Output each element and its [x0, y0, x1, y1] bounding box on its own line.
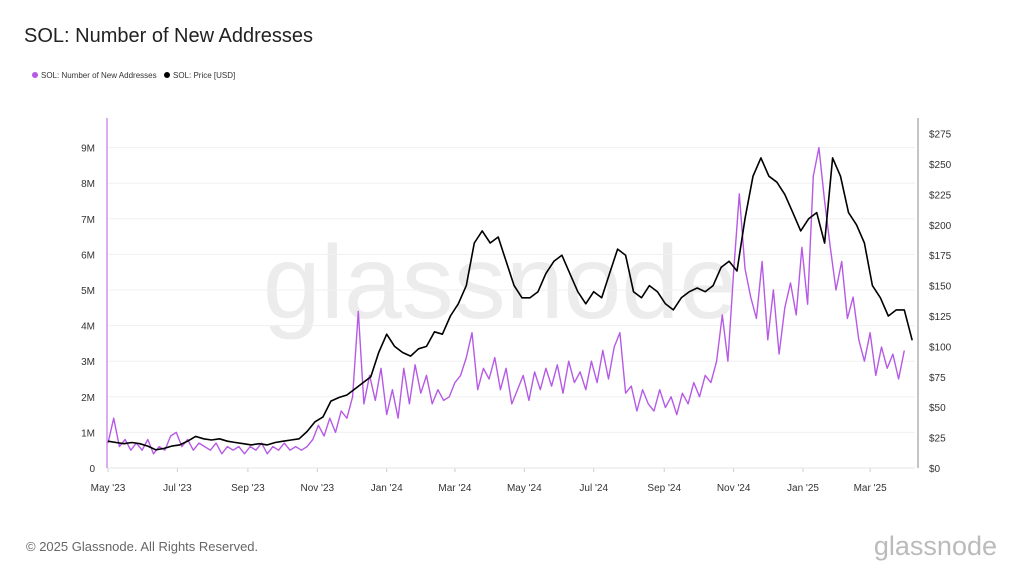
x-tick-label: Mar '24	[438, 483, 471, 494]
y-right-tick-label: $200	[929, 221, 952, 232]
y-right-tick-label: $100	[929, 342, 952, 353]
chart-title: SOL: Number of New Addresses	[24, 25, 313, 47]
y-left-tick-label: 2M	[81, 393, 95, 404]
x-tick-label: May '23	[91, 483, 126, 494]
glassnode-logo: glassnode	[874, 531, 997, 561]
x-tick-label: Jul '23	[163, 483, 192, 494]
y-right-tick-label: $150	[929, 282, 952, 293]
gridlines	[108, 147, 915, 469]
y-left-tick-label: 5M	[81, 286, 95, 297]
y-right-tick-label: $125	[929, 312, 952, 323]
x-tick-label: Sep '23	[231, 483, 265, 494]
y-right-tick-label: $0	[929, 464, 941, 475]
y-right-tick-label: $175	[929, 251, 952, 262]
legend-marker-addresses	[32, 72, 38, 78]
series-lines	[107, 146, 913, 455]
x-tick-label: Jul '24	[579, 483, 608, 494]
x-tick-label: Mar '25	[854, 483, 887, 494]
price-line	[107, 157, 913, 451]
x-tick-label: May '24	[507, 483, 542, 494]
legend-label-addresses[interactable]: SOL: Number of New Addresses	[41, 71, 157, 80]
x-tick-label: Jan '24	[371, 483, 403, 494]
y-right-tick-label: $75	[929, 373, 946, 384]
x-tick-label: Sep '24	[647, 483, 681, 494]
x-tick-label: Jan '25	[787, 483, 819, 494]
y-right-tick-label: $250	[929, 160, 952, 171]
x-axis: May '23 Jul '23 Sep '23 Nov '23 Jan '24 Mar '…	[91, 467, 915, 494]
legend-marker-price	[164, 72, 170, 78]
y-left-tick-label: 3M	[81, 357, 95, 368]
x-tick-label: Nov '24	[717, 483, 751, 494]
y-right-tick-label: $225	[929, 190, 952, 201]
copyright-text: © 2025 Glassnode. All Rights Reserved.	[26, 539, 258, 554]
x-tick-label: Nov '23	[301, 483, 335, 494]
legend: SOL: Number of New Addresses SOL: Price …	[32, 71, 235, 80]
new-addresses-line	[107, 146, 905, 455]
y-right-tick-label: $275	[929, 130, 952, 141]
y-right-tick-label: $25	[929, 434, 946, 445]
y-axis-right: $0 $25 $50 $75 $100 $125 $150 $175 $200 $225 $250 $…	[929, 130, 952, 475]
y-axis-left: 0 1M 2M 3M 4M 5M 6M 7M 8M 9M	[81, 144, 95, 475]
y-left-tick-label: 9M	[81, 144, 95, 155]
y-left-tick-label: 7M	[81, 215, 95, 226]
y-left-tick-label: 0	[89, 464, 95, 475]
y-left-tick-label: 1M	[81, 428, 95, 439]
legend-label-price[interactable]: SOL: Price [USD]	[173, 71, 235, 80]
y-left-tick-label: 8M	[81, 179, 95, 190]
y-left-tick-label: 6M	[81, 250, 95, 261]
y-right-tick-label: $50	[929, 403, 946, 414]
y-left-tick-label: 4M	[81, 322, 95, 333]
